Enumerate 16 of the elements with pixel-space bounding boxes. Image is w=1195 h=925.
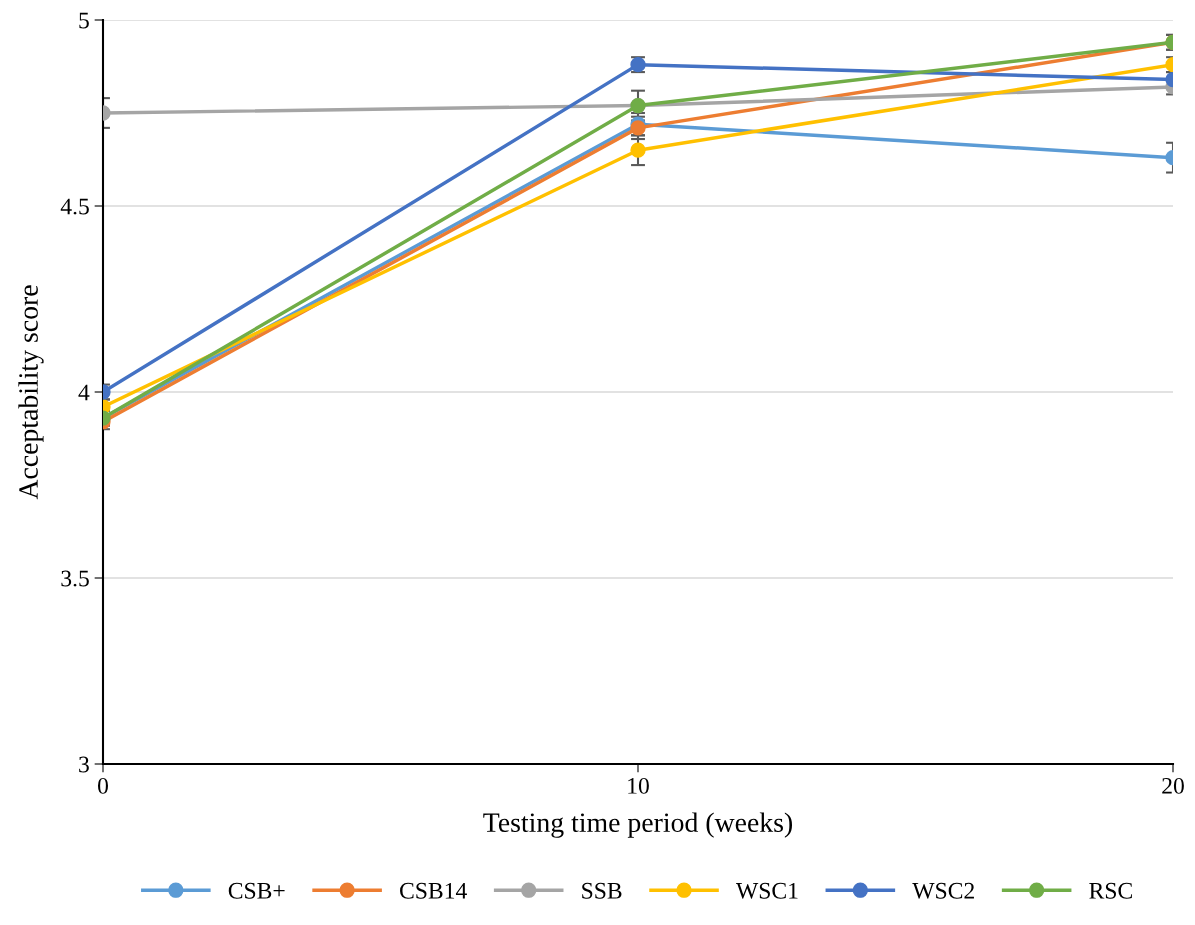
legend-label: WSC2 (912, 882, 974, 899)
x-tick-label: 20 (1162, 777, 1184, 794)
y-axis-title: Acceptability score (18, 285, 44, 500)
x-tick-label: 0 (98, 777, 108, 794)
legend-label: SSB (582, 882, 622, 899)
x-axis-title: Testing time period (weeks) (483, 812, 793, 838)
x-tick-label: 10 (628, 777, 649, 794)
y-tick-label: 3.5 (61, 570, 89, 587)
legend-label: CSB+ (228, 882, 285, 899)
y-tick-label: 4 (78, 384, 90, 401)
legend-label: RSC (1089, 882, 1132, 899)
legend-label: WSC1 (736, 882, 798, 899)
legend-label: CSB14 (400, 882, 467, 899)
y-tick-label: 5 (79, 12, 89, 29)
y-tick-label: 3 (79, 756, 89, 773)
y-tick-label: 4.5 (60, 198, 89, 215)
